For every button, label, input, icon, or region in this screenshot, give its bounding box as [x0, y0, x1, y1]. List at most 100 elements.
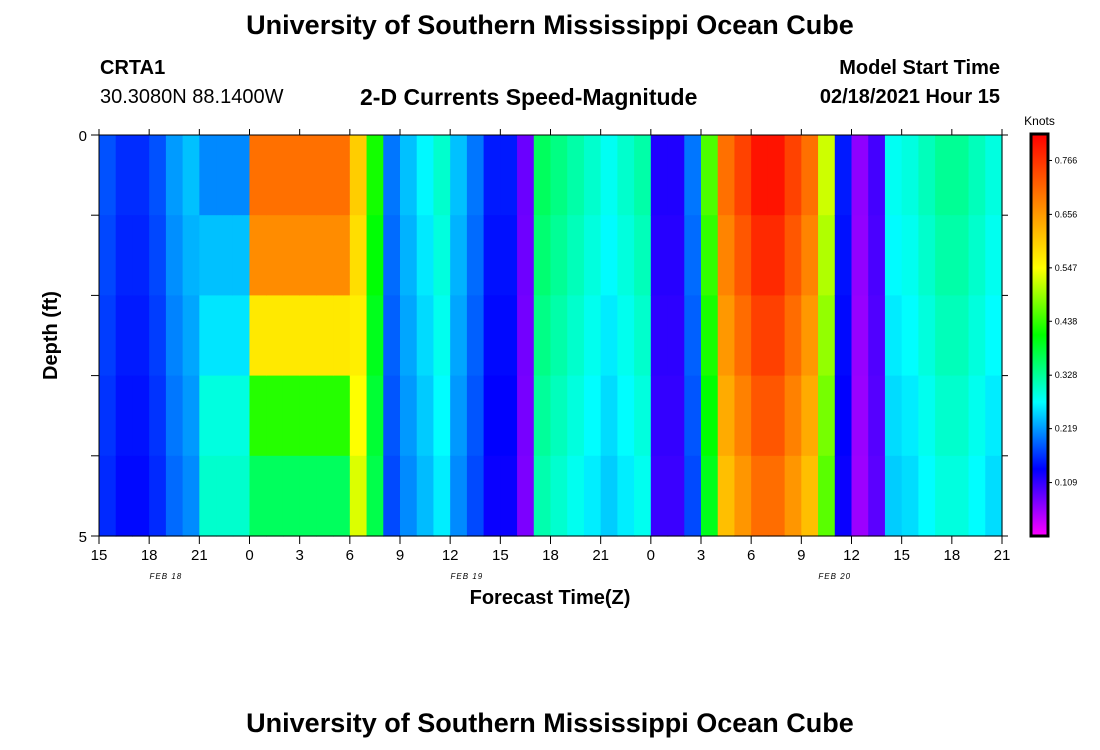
- heatmap-cell: [165, 215, 184, 296]
- page-title: University of Southern Mississippi Ocean…: [246, 10, 854, 40]
- heatmap-cell: [650, 135, 669, 216]
- colorbar-tick-label: 0.656: [1055, 209, 1078, 219]
- heatmap-cell: [667, 295, 685, 377]
- heatmap-cell: [935, 375, 953, 457]
- heatmap-cell: [132, 135, 150, 216]
- date-label: FEB 20: [818, 572, 851, 581]
- heatmap-cell: [801, 455, 819, 537]
- colorbar: [1029, 132, 1050, 538]
- heatmap-cell: [667, 135, 685, 216]
- heatmap-cell: [99, 455, 117, 537]
- heatmap-cell: [851, 375, 869, 457]
- heatmap-cell: [400, 455, 418, 537]
- heatmap-cell: [383, 295, 401, 377]
- heatmap-cell: [617, 375, 635, 457]
- heatmap-cell: [734, 135, 752, 216]
- axes: 15 18 21 0 3 6 9 12 15 18 21 0 3 6 9 12 15 18 21 FEB 18 FEB …: [79, 128, 1011, 581]
- heatmap-cell: [567, 215, 585, 296]
- heatmap-cell: [199, 455, 217, 537]
- x-tick-label: 3: [697, 547, 705, 564]
- heatmap-cell: [834, 455, 853, 537]
- heatmap-cell: [767, 455, 786, 537]
- heatmap-cell: [132, 455, 150, 537]
- heatmap-cell: [617, 295, 635, 377]
- heatmap-cell: [701, 295, 719, 377]
- heatmap-cell: [550, 135, 568, 216]
- heatmap-cell: [349, 295, 368, 377]
- heatmap-cell: [583, 375, 602, 457]
- heatmap-cell: [684, 455, 702, 537]
- heatmap-cell: [349, 215, 368, 296]
- heatmap-cell: [567, 375, 585, 457]
- heatmap-cell: [818, 135, 836, 216]
- heatmap-cell: [466, 375, 485, 457]
- heatmap-cell: [366, 215, 384, 296]
- heatmap-cell: [634, 375, 652, 457]
- heatmap-cell: [567, 455, 585, 537]
- heatmap-cell: [500, 215, 518, 296]
- heatmap-cell: [416, 215, 435, 296]
- heatmap-cell: [918, 295, 936, 377]
- heatmap-cell: [517, 455, 535, 537]
- heatmap-cell: [115, 455, 134, 537]
- heatmap-cell: [834, 135, 853, 216]
- heatmap-cell: [701, 135, 719, 216]
- heatmap-cell: [99, 375, 117, 457]
- heatmap-cell: [684, 295, 702, 377]
- heatmap-cell: [951, 135, 970, 216]
- heatmap-cell: [517, 375, 535, 457]
- heatmap-cell: [734, 375, 752, 457]
- heatmap-cell: [416, 295, 435, 377]
- date-label: FEB 18: [150, 572, 183, 581]
- heatmap-cell: [466, 135, 485, 216]
- heatmap-cell: [918, 215, 936, 296]
- heatmap-cell: [433, 295, 451, 377]
- colorbar-tick-label: 0.109: [1055, 478, 1078, 488]
- heatmap-cell: [282, 295, 301, 377]
- heatmap-cell: [182, 215, 200, 296]
- heatmap-cell: [299, 375, 317, 457]
- heatmap-cell: [232, 135, 251, 216]
- heatmap-cell: [935, 455, 953, 537]
- heatmap-cell: [366, 375, 384, 457]
- heatmap-cell: [868, 135, 886, 216]
- heatmap-cell: [634, 135, 652, 216]
- heatmap-cell: [901, 375, 919, 457]
- heatmap-cell: [500, 135, 518, 216]
- heatmap-cell: [851, 135, 869, 216]
- x-tick-label: 15: [492, 547, 509, 564]
- heatmap-cell: [868, 215, 886, 296]
- heatmap-cell: [767, 295, 786, 377]
- colorbar-tick-label: 0.328: [1055, 370, 1078, 380]
- heatmap-cell: [500, 455, 518, 537]
- heatmap-cell: [884, 295, 903, 377]
- heatmap-cell: [985, 135, 1003, 216]
- heatmap-cell: [550, 295, 568, 377]
- x-tick-label: 15: [893, 547, 910, 564]
- heatmap-cell: [684, 215, 702, 296]
- heatmap-cell: [149, 135, 167, 216]
- heatmap-cell: [333, 295, 351, 377]
- heatmap-cell: [533, 135, 552, 216]
- heatmap-cell: [968, 375, 986, 457]
- heatmap-cell: [550, 215, 568, 296]
- heatmap-cell: [801, 215, 819, 296]
- heatmap-cell: [282, 215, 301, 296]
- heatmap-cell: [784, 215, 802, 296]
- heatmap-cell: [617, 455, 635, 537]
- heatmap-cell: [884, 455, 903, 537]
- heatmap-cell: [383, 215, 401, 296]
- heatmap-cell: [734, 295, 752, 377]
- heatmap-cell: [701, 455, 719, 537]
- heatmap-cell: [818, 215, 836, 296]
- heatmap-cell: [383, 375, 401, 457]
- heatmap-cell: [349, 455, 368, 537]
- heatmap-cell: [216, 295, 234, 377]
- heatmap-cell: [266, 295, 284, 377]
- heatmap-cell: [667, 375, 685, 457]
- heatmap-cell: [583, 215, 602, 296]
- heatmap-cell: [400, 375, 418, 457]
- heatmap-cell: [834, 215, 853, 296]
- x-tick-label: 12: [843, 547, 860, 564]
- heatmap-cell: [249, 455, 267, 537]
